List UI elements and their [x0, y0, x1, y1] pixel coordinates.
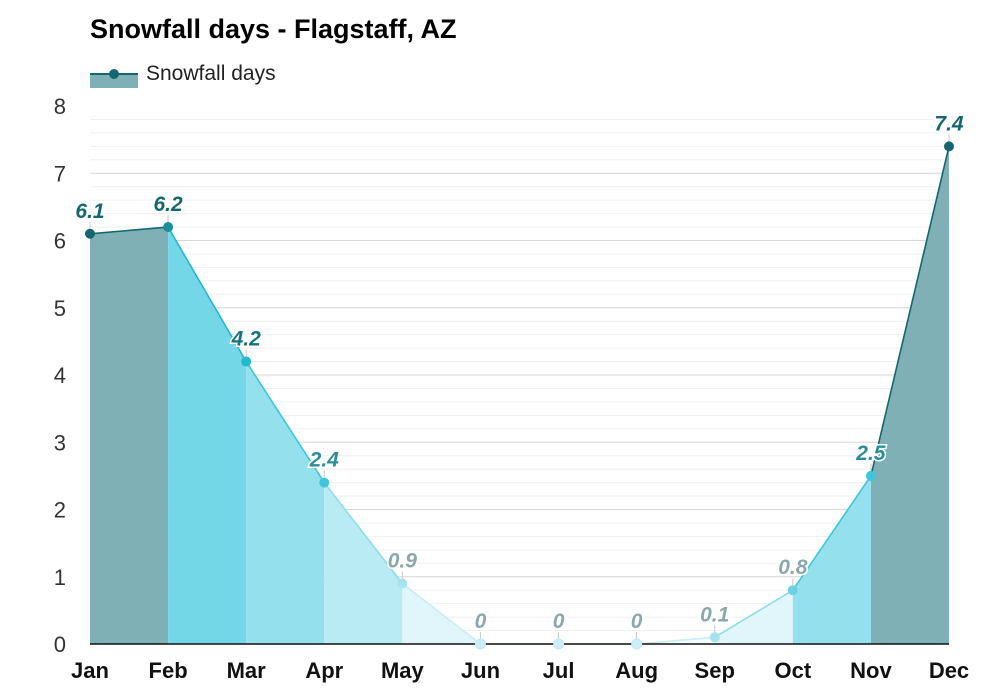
data-point [319, 477, 330, 488]
x-tick-label: Jun [461, 658, 500, 683]
series-line-segment [167, 226, 247, 362]
data-point [944, 141, 954, 152]
series-line-segment [89, 226, 169, 235]
data-point [474, 638, 486, 650]
x-tick-label: May [381, 658, 425, 683]
data-label: 0.8 [778, 556, 808, 579]
area-segment [246, 361, 325, 644]
data-point [865, 470, 876, 481]
data-label: 0 [553, 610, 565, 633]
data-point [397, 578, 408, 589]
legend-label: Snowfall days [146, 62, 276, 85]
area-segment [90, 227, 169, 645]
x-tick-label: Oct [774, 658, 811, 683]
series-line-segment [401, 582, 481, 645]
x-tick-label: Sep [695, 658, 735, 683]
series-line-segment [636, 636, 715, 645]
data-label: 4.2 [231, 328, 262, 351]
data-label: 0.1 [700, 603, 729, 626]
data-point [241, 356, 252, 367]
x-tick-label: Nov [850, 658, 892, 683]
y-tick-label: 8 [54, 94, 66, 119]
data-label: 6.1 [75, 200, 104, 223]
data-point [709, 632, 720, 643]
series-line-segment [323, 482, 403, 584]
data-label: 0 [475, 610, 487, 633]
data-label: 7.4 [934, 112, 964, 135]
y-tick-label: 7 [54, 161, 66, 186]
data-label: 2.5 [855, 442, 886, 465]
data-point [163, 222, 174, 233]
series-lines [89, 146, 950, 645]
data-point [787, 585, 798, 596]
x-tick-label: Mar [227, 658, 267, 683]
y-tick-label: 2 [54, 498, 66, 523]
series-line-segment [870, 146, 950, 477]
legend-swatch-icon [90, 60, 138, 88]
data-point [85, 228, 95, 239]
data-label: 0.9 [388, 549, 418, 572]
y-tick-label: 6 [54, 229, 66, 254]
data-label: 6.2 [153, 193, 183, 216]
y-tick-label: 4 [54, 363, 66, 388]
x-tick-label: Jan [71, 658, 109, 683]
y-tick-label: 1 [54, 565, 66, 590]
data-point [553, 638, 565, 650]
y-tick-label: 0 [54, 632, 66, 657]
data-label: 2.4 [309, 449, 340, 472]
data-point [631, 638, 643, 650]
series-line-segment [792, 475, 872, 591]
series-line-segment [245, 361, 325, 484]
legend[interactable]: Snowfall days [90, 60, 276, 88]
area-segment [714, 590, 793, 644]
data-labels: 6.1 6.2 4.2 2.4 0.9 0 0 0 0.1 0.8 2.5 7.4 [74, 111, 966, 635]
area-segment [792, 475, 871, 644]
x-tick-label: Jul [543, 658, 575, 683]
chart-title: Snowfall days - Flagstaff, AZ [90, 14, 457, 44]
series-line-segment [714, 589, 794, 638]
area-segment [168, 227, 247, 645]
x-tick-label: Dec [929, 658, 969, 683]
area-segment [324, 482, 403, 644]
x-axis-ticks: Jan Feb Mar Apr May Jun Jul Aug Sep Oct Nov Dec [71, 658, 969, 683]
y-tick-label: 5 [54, 296, 66, 321]
data-points [85, 134, 954, 650]
x-tick-label: Apr [305, 658, 343, 683]
y-axis-ticks: 0 1 2 3 4 5 6 7 8 [54, 94, 66, 657]
data-label: 0 [631, 610, 643, 633]
x-tick-label: Aug [615, 658, 658, 683]
area-segment [870, 146, 949, 644]
x-tick-label: Feb [149, 658, 188, 683]
area-segments [90, 146, 949, 645]
y-tick-label: 3 [54, 430, 66, 455]
